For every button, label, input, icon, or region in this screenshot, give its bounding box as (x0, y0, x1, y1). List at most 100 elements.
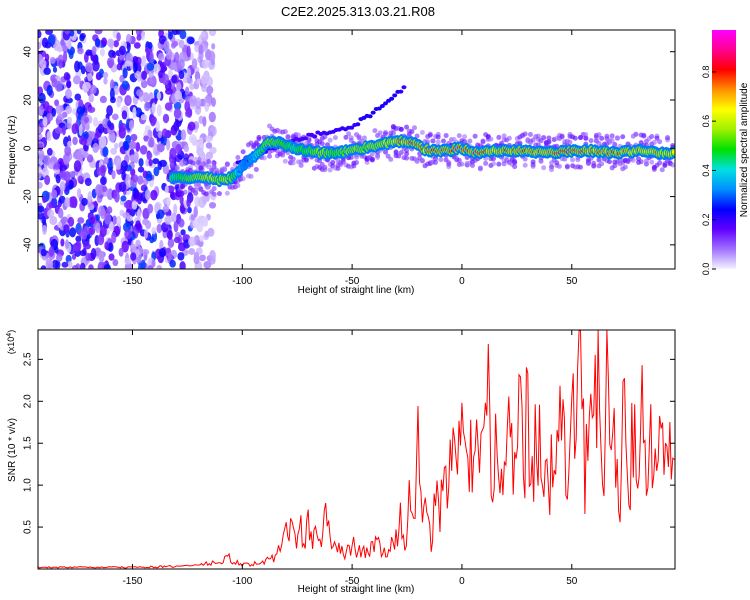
heatmap-cell (654, 135, 660, 141)
heatmap-cell (512, 164, 518, 170)
heatmap-cell (87, 211, 94, 221)
y-tick-label: -40 (23, 237, 34, 252)
heatmap-cell (462, 134, 468, 140)
heatmap-cell (398, 126, 404, 132)
heatmap-cell (124, 257, 132, 265)
heatmap-cell (44, 53, 50, 62)
heatmap-cell (112, 258, 119, 267)
heatmap-cell (39, 58, 47, 69)
heatmap-cell (488, 136, 494, 142)
y-tick-label: 1.0 (23, 478, 34, 492)
heatmap-cell (148, 158, 153, 167)
heatmap-cell (143, 135, 149, 142)
heatmap-cell (649, 159, 655, 165)
heatmap-cell (179, 30, 187, 40)
heatmap-cell (282, 129, 288, 135)
heatmap-cell (208, 30, 217, 37)
heatmap-cell (145, 220, 152, 230)
snr-x-ticks: -150 -100 -50 0 50 (122, 330, 578, 587)
heatmap-cell (670, 162, 675, 168)
snr-plot-area (38, 330, 675, 569)
heatmap-cell (174, 164, 180, 170)
heatmap-cell (143, 229, 149, 239)
y-tick-label: 0.5 (23, 520, 34, 534)
heatmap-cell (355, 122, 361, 127)
heatmap-cell (71, 264, 79, 269)
heatmap-cell (95, 184, 103, 196)
snr-x-axis-label: Height of straight line (km) (298, 584, 415, 595)
heatmap-cell (186, 198, 191, 208)
heatmap-cell (376, 106, 382, 111)
x-tick-label: -100 (232, 276, 252, 287)
heatmap-cell (40, 265, 47, 269)
heatmap-cell (530, 163, 536, 169)
heatmap-cell (349, 125, 355, 130)
heatmap-cell (151, 116, 157, 125)
heatmap-cell (346, 131, 352, 137)
heatmap-cell (377, 130, 383, 136)
heatmap-cell (121, 110, 128, 120)
heatmap-cell (132, 106, 137, 119)
heatmap-cell (556, 163, 562, 169)
heatmap-cell (100, 208, 106, 220)
heatmap-cell (130, 168, 136, 177)
x-tick-label: 0 (459, 576, 465, 587)
heatmap-cell (38, 92, 46, 104)
snr-panel: -150 -100 -50 0 50 0.5 1.0 1.5 2.0 2.5 Height of… (6, 329, 676, 595)
heatmap-cell (180, 229, 186, 236)
heatmap-cell (530, 159, 536, 165)
heatmap-cell (79, 262, 86, 269)
heatmap-cell (146, 151, 153, 160)
heatmap-cell (638, 159, 644, 165)
heatmap-cell (79, 34, 85, 42)
heatmap-cell (41, 224, 48, 235)
heatmap-cell (583, 135, 589, 141)
heatmap-cell (141, 70, 148, 81)
heatmap-cell (435, 134, 441, 140)
heatmap-cell (332, 135, 338, 141)
heatmap-cell (99, 95, 107, 104)
heatmap-cell (651, 139, 657, 145)
heatmap-cell (87, 72, 93, 82)
heatmap-cell (512, 158, 518, 164)
heatmap-cell (139, 145, 148, 155)
heatmap-cell (209, 250, 216, 262)
heatmap-cell (382, 149, 388, 155)
heatmap-cell (49, 56, 56, 64)
heatmap-cell (541, 165, 547, 171)
colorbar-label: Normalized spectral amplitude (739, 82, 750, 217)
heatmap-cell (178, 70, 185, 80)
heatmap-cell (47, 209, 55, 218)
heatmap-cell (109, 96, 116, 104)
heatmap-cell (64, 30, 71, 35)
heatmap-cell (136, 208, 141, 221)
heatmap-cell (480, 138, 486, 144)
heatmap-cell (157, 52, 165, 61)
heatmap-cell (559, 134, 565, 140)
heatmap-cell (66, 79, 72, 89)
heatmap-cell (151, 102, 156, 114)
heatmap-cell (90, 248, 97, 260)
heatmap-cell (113, 85, 119, 96)
heatmap-cell (419, 129, 425, 135)
heatmap-cell (303, 136, 309, 141)
heatmap-cell (193, 252, 200, 264)
heatmap-cell (216, 191, 222, 197)
heatmap-cell (118, 181, 127, 193)
heatmap-cell (76, 240, 82, 251)
spectrogram-panel: -150 -100 -50 0 50 -40 -20 0 20 40 Height of str… (7, 29, 676, 296)
heatmap-cell (174, 90, 183, 101)
heatmap-cell (116, 32, 121, 42)
heatmap-cell (298, 162, 304, 168)
heatmap-cell (130, 252, 137, 261)
heatmap-cell (303, 156, 309, 162)
heatmap-cell (38, 205, 45, 213)
heatmap-cell (633, 131, 639, 137)
heatmap-cell (89, 227, 96, 235)
heatmap-cell (61, 125, 66, 136)
heatmap-cell (201, 84, 207, 93)
heatmap-cell (208, 201, 217, 209)
heatmap-cell (38, 166, 42, 174)
heatmap-cell (147, 203, 154, 214)
spectrogram-y-axis-label: Frequency (Hz) (7, 116, 18, 185)
